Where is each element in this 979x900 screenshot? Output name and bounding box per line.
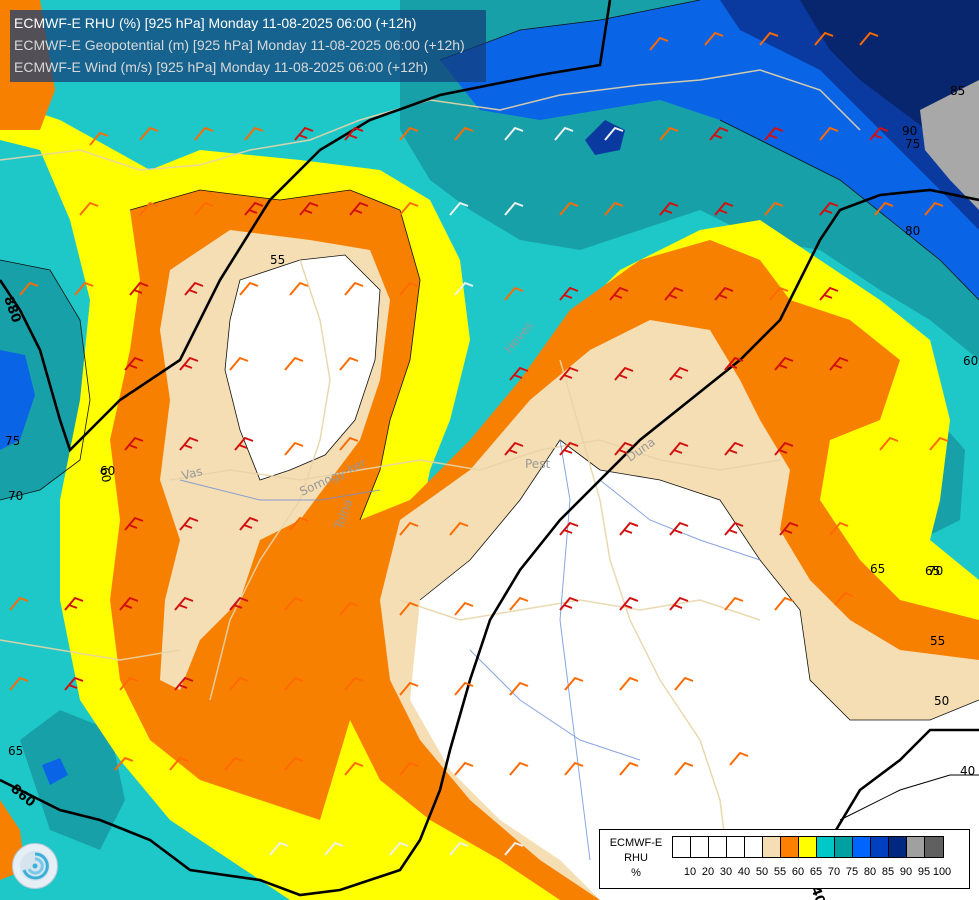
legend-swatch [907,837,925,857]
border-lines [0,69,861,881]
rhu-title: ECMWF-E RHU (%) [925 hPa] Monday 11-08-2… [14,15,417,31]
region-label: Vas [180,464,204,483]
legend-swatch [763,837,781,857]
contour-label: 65 [925,564,940,578]
contour-label: 50 [934,694,949,708]
rhu-band-95 [920,80,979,210]
contour-label: 55 [930,634,945,648]
provider-logo-icon [12,843,58,889]
legend-swatch [709,837,727,857]
geopotential-title: ECMWF-E Geopotential (m) [925 hPa] Monda… [14,37,465,53]
legend-model: ECMWF-E [609,837,663,849]
legend-tick-label: 85 [881,866,895,878]
legend-tick-label: 80 [863,866,877,878]
legend-swatch [781,837,799,857]
contour-label: 65 [870,562,885,576]
legend-swatch [799,837,817,857]
legend-unit: % [631,867,641,879]
legend-tick-label: 90 [899,866,913,878]
swirl-icon [20,851,50,881]
legend-tick-label: 20 [701,866,715,878]
legend-tick-label: 65 [809,866,823,878]
rhu-bottomleft-teal [20,710,125,850]
legend-tick-label: 75 [845,866,859,878]
color-legend: ECMWF-E RHU % 10 20 30 40 50 55 60 65 70 75 80 85 90… [599,829,970,889]
contour-label: 60 [100,464,115,478]
legend-swatch [853,837,871,857]
legend-tick-label: 100 [932,866,952,878]
legend-swatch [925,837,943,857]
contour-label: 85 [950,84,965,98]
legend-swatch [673,837,691,857]
legend-tick-label: 10 [683,866,697,878]
legend-tick-label: 95 [917,866,931,878]
contour-label: 70 [928,564,943,578]
legend-swatch [727,837,745,857]
contour-label: 70 [8,489,23,503]
contour-label: 60 [97,466,113,483]
contour-label: 65 [8,744,23,758]
legend-tick-label: 70 [827,866,841,878]
legend-swatch [691,837,709,857]
low-contour-line [839,774,979,821]
legend-tick-label: 60 [791,866,805,878]
legend-swatch [745,837,763,857]
contour-label: 55 [270,253,285,267]
region-label: Pest [525,457,550,471]
contour-label: 75 [905,137,920,151]
rhu-band-50-east [410,440,979,900]
legend-swatch [871,837,889,857]
legend-swatches [672,836,944,858]
rhu-left-blue [0,350,35,450]
legend-swatch [889,837,907,857]
contour-labels: 55 60 65 70 75 80 85 90 50 40 60 65 70 7… [5,84,978,778]
title-panel: ECMWF-E RHU (%) [925 hPa] Monday 11-08-2… [10,10,486,82]
legend-tick-label: 30 [719,866,733,878]
legend-tick-label: 40 [737,866,751,878]
legend-tick-label: 55 [773,866,787,878]
rhu-band-50-west [225,255,380,480]
contour-label: 75 [5,434,20,448]
legend-swatch [817,837,835,857]
legend-title: ECMWF-E RHU % [604,836,668,881]
wind-title: ECMWF-E Wind (m/s) [925 hPa] Monday 11-0… [14,59,429,75]
contour-label: 40 [960,764,975,778]
contour-label: 90 [902,124,917,138]
contour-label: 80 [905,224,920,238]
legend-variable: RHU [624,852,648,864]
contour-label: 60 [963,354,978,368]
legend-swatch [835,837,853,857]
rhu-bottomleft-blue [42,758,68,785]
legend-tick-label: 50 [755,866,769,878]
